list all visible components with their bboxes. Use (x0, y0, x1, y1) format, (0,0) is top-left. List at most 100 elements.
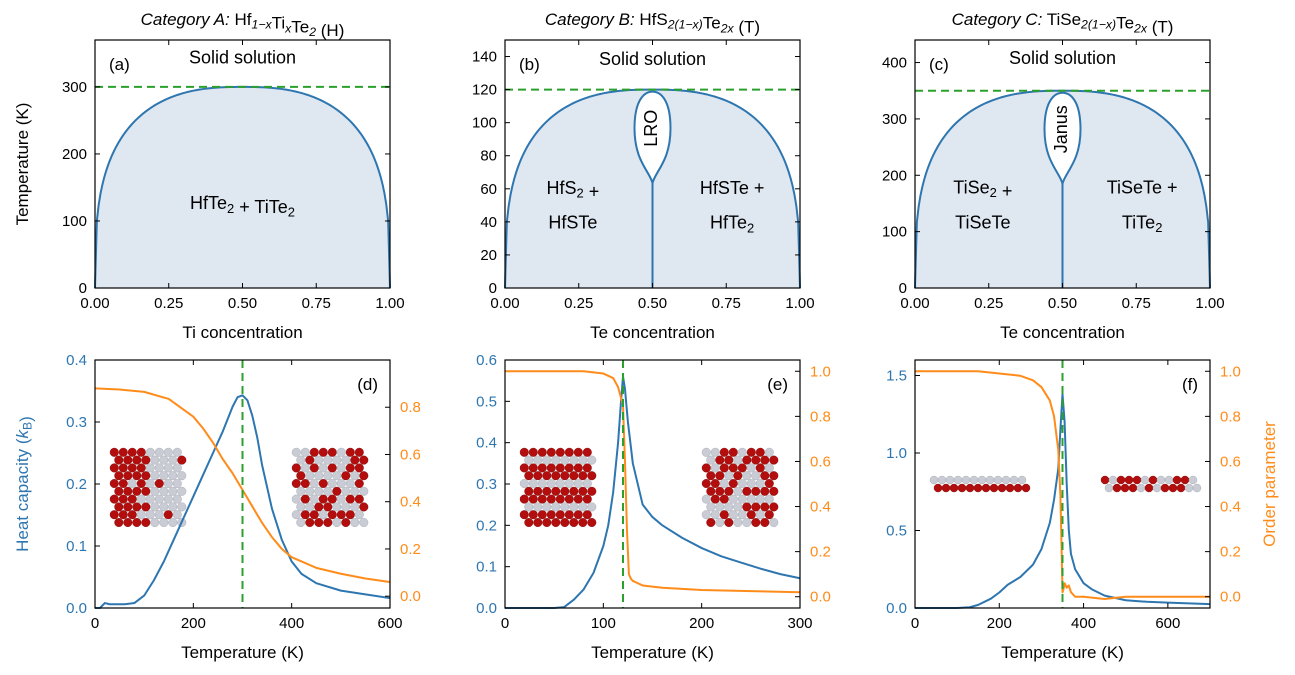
y-right-tick-label: 0.2 (1220, 544, 1241, 561)
x-tick-label: 300 (787, 615, 812, 632)
atom-red (127, 494, 137, 504)
x-tick-label: 600 (377, 615, 402, 632)
atom-grey (296, 486, 306, 496)
atom-grey (587, 502, 597, 512)
atom-red (1116, 475, 1126, 485)
atom-red (551, 471, 561, 481)
atom-red (728, 447, 738, 457)
atom-red (114, 486, 124, 496)
x-axis-label: Te concentration (590, 323, 715, 342)
atom-grey (769, 518, 779, 528)
atom-red (336, 510, 346, 520)
atom-grey (296, 502, 306, 512)
atom-grey (569, 502, 579, 512)
atom-red (542, 471, 552, 481)
title-formula-part: (T) (734, 17, 760, 36)
atom-red (555, 447, 565, 457)
atom-grey (578, 455, 588, 465)
x-tick-label: 1.00 (1195, 295, 1224, 312)
atom-red (177, 455, 187, 465)
atom-grey (728, 494, 738, 504)
panel-label: (e) (767, 375, 788, 394)
atom-red (582, 494, 592, 504)
atom-red (533, 518, 543, 528)
y-left-tick-label: 0.4 (476, 435, 497, 452)
atom-red (354, 479, 364, 489)
atom-red (359, 502, 369, 512)
region-annotation-part: 2 (1155, 220, 1162, 235)
atom-grey (724, 502, 734, 512)
y-tick-label: 0 (79, 280, 87, 297)
atom-red (127, 447, 137, 457)
atom-red (345, 494, 355, 504)
atom-red (719, 447, 729, 457)
atom-grey (719, 479, 729, 489)
y-right-tick-label: 0.4 (810, 499, 831, 516)
atom-red (769, 502, 779, 512)
atom-red (715, 471, 725, 481)
atom-red (1168, 483, 1178, 493)
atom-red (141, 471, 151, 481)
ordered-phase-label: LRO (641, 110, 661, 147)
title-formula-part: 2 (308, 25, 316, 39)
atom-grey (733, 502, 743, 512)
atom-grey (159, 502, 169, 512)
atom-grey (1104, 483, 1114, 493)
atom-red (573, 494, 583, 504)
atom-red (136, 463, 146, 473)
atom-grey (159, 486, 169, 496)
region-annotation-part: TiSe (953, 177, 989, 197)
atom-grey (573, 479, 583, 489)
atom-grey (737, 479, 747, 489)
atom-grey (300, 447, 310, 457)
atom-grey (715, 502, 725, 512)
y-left-tick-label: 0.6 (476, 352, 497, 369)
atom-red (327, 463, 337, 473)
atom-red (300, 494, 310, 504)
atom-red (314, 518, 324, 528)
y-tick-label: 140 (472, 49, 497, 66)
atom-red (715, 455, 725, 465)
atom-grey (291, 447, 301, 457)
atom-red (1176, 483, 1186, 493)
atom-grey (154, 463, 164, 473)
atom-grey (929, 475, 939, 485)
atom-red (564, 510, 574, 520)
atom-red (354, 463, 364, 473)
atom-red (127, 463, 137, 473)
atom-red (327, 494, 337, 504)
atom-red (710, 479, 720, 489)
atom-red (332, 486, 342, 496)
atom-red (578, 486, 588, 496)
y-right-tick-label: 0.6 (1220, 453, 1241, 470)
atom-red (582, 510, 592, 520)
atom-grey (710, 463, 720, 473)
y-left-axis-label-part: Heat capacity ( (13, 438, 32, 552)
y-left-tick-label: 0.2 (476, 517, 497, 534)
atom-grey (177, 486, 187, 496)
atom-red (323, 502, 333, 512)
title-formula-part: 2x (1133, 21, 1148, 35)
atom-red (132, 486, 142, 496)
atom-grey (937, 475, 947, 485)
heat-capacity-line (95, 394, 391, 609)
atom-red (573, 510, 583, 520)
atom-grey (555, 479, 565, 489)
atom-grey (172, 479, 182, 489)
atom-grey (150, 486, 160, 496)
heat-capacity-line (505, 375, 801, 609)
atom-grey (168, 486, 178, 496)
atom-grey (350, 471, 360, 481)
atom-grey (145, 494, 155, 504)
atom-red (728, 479, 738, 489)
x-tick-label: 200 (181, 615, 206, 632)
atom-grey (309, 479, 319, 489)
atom-red (305, 518, 315, 528)
atom-grey (751, 471, 761, 481)
atom-red (564, 494, 574, 504)
atom-red (578, 518, 588, 528)
atom-red (564, 447, 574, 457)
atom-red (551, 518, 561, 528)
atom-grey (296, 455, 306, 465)
atom-grey (154, 494, 164, 504)
